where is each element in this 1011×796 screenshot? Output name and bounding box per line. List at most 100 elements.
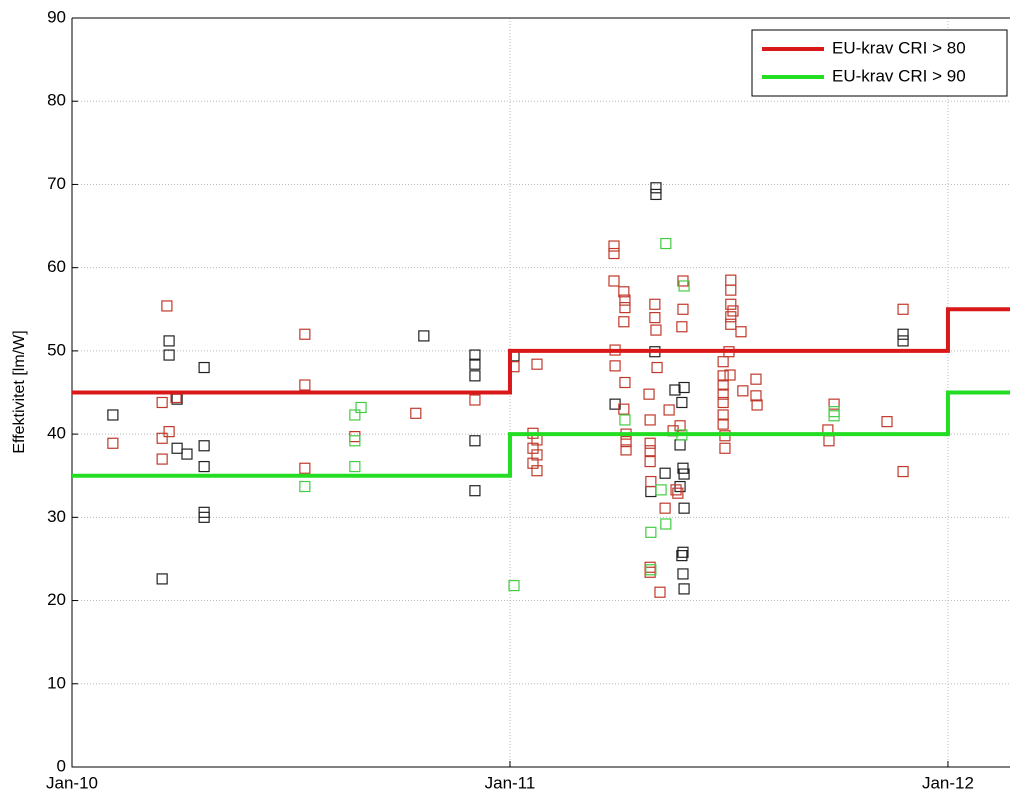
y-tick-label: 60 [47,257,66,276]
data-point [717,418,729,430]
data-point [644,445,656,457]
x-tick-label: Jan-11 [485,773,536,792]
data-point [751,399,763,411]
data-point [469,370,481,382]
data-point [660,237,672,250]
data-point [717,388,729,400]
data-point [645,526,657,538]
data-point [717,370,729,382]
y-axis-label: Effektivitet [lm/W] [11,330,28,453]
data-point [717,356,729,368]
data-point [655,484,667,496]
data-point [198,511,210,523]
data-point [349,460,361,473]
data-point [677,546,689,558]
data-point [828,406,840,418]
data-point [299,462,311,474]
data-point [651,361,663,374]
data-point [349,435,361,447]
data-point [620,436,632,448]
data-point [881,416,893,428]
y-tick-label: 90 [47,7,66,26]
data-point [299,379,311,391]
data-point [643,388,655,400]
requirement-line [72,307,1010,395]
data-point [677,462,689,474]
data-point [659,502,671,514]
data-point [678,502,690,514]
data-point [527,457,539,469]
data-point [163,335,175,347]
axes-frame [71,18,1010,768]
data-point [674,480,686,493]
data-point [156,453,168,465]
data-point [725,284,737,296]
data-point [897,335,909,347]
data-point [725,318,737,330]
data-point [678,280,690,292]
data-point [678,381,690,394]
data-point [171,442,183,454]
data-point [717,396,729,409]
data-point [156,396,168,409]
y-tick-label: 30 [47,507,66,526]
x-tick-label: Jan-10 [46,773,98,792]
data-point [619,302,631,314]
data-point [650,182,662,194]
data-point [618,316,630,328]
data-point [645,485,657,498]
data-point [418,330,430,342]
y-tick-label: 50 [47,340,66,359]
data-point [725,311,737,323]
data-point [349,431,361,443]
data-point [619,376,631,389]
data-point [469,349,481,361]
data-point [163,426,175,438]
data-point [677,568,689,580]
data-point [654,586,666,598]
data-point [649,298,661,310]
data-point [823,435,835,447]
data-point [299,328,311,340]
data-point [725,298,737,310]
data-point [531,465,543,477]
data-point [669,384,681,396]
data-point [198,361,210,374]
legend-label: EU-krav CRI > 80 [832,38,966,57]
data-point [355,401,367,414]
data-point [620,444,632,456]
data-point [678,583,690,595]
data-point [663,404,675,416]
data-point [608,247,620,260]
data-point [897,303,909,315]
data-point [724,369,736,381]
data-point [676,321,688,333]
data-point [618,286,630,298]
data-point [107,437,119,449]
data-point [198,440,210,452]
data-point [719,442,731,454]
y-tick-label: 20 [47,590,66,609]
data-point [727,305,739,317]
data-point [649,312,661,324]
data-point [619,414,631,426]
y-tick-label: 10 [47,673,66,692]
data-point [644,566,656,578]
data-point [674,420,686,432]
data-point [676,550,688,562]
data-point [410,407,422,419]
data-point [531,449,543,461]
data-point [650,324,662,336]
data-point [737,385,749,397]
data-point [609,360,621,372]
data-point [897,328,909,340]
data-point [469,358,481,370]
data-point [828,410,840,422]
data-point [659,467,671,479]
data-point [527,442,539,454]
data-point [645,475,657,488]
data-point [469,394,481,406]
data-point [735,326,747,338]
data-point [349,409,361,421]
data-point [645,564,657,576]
